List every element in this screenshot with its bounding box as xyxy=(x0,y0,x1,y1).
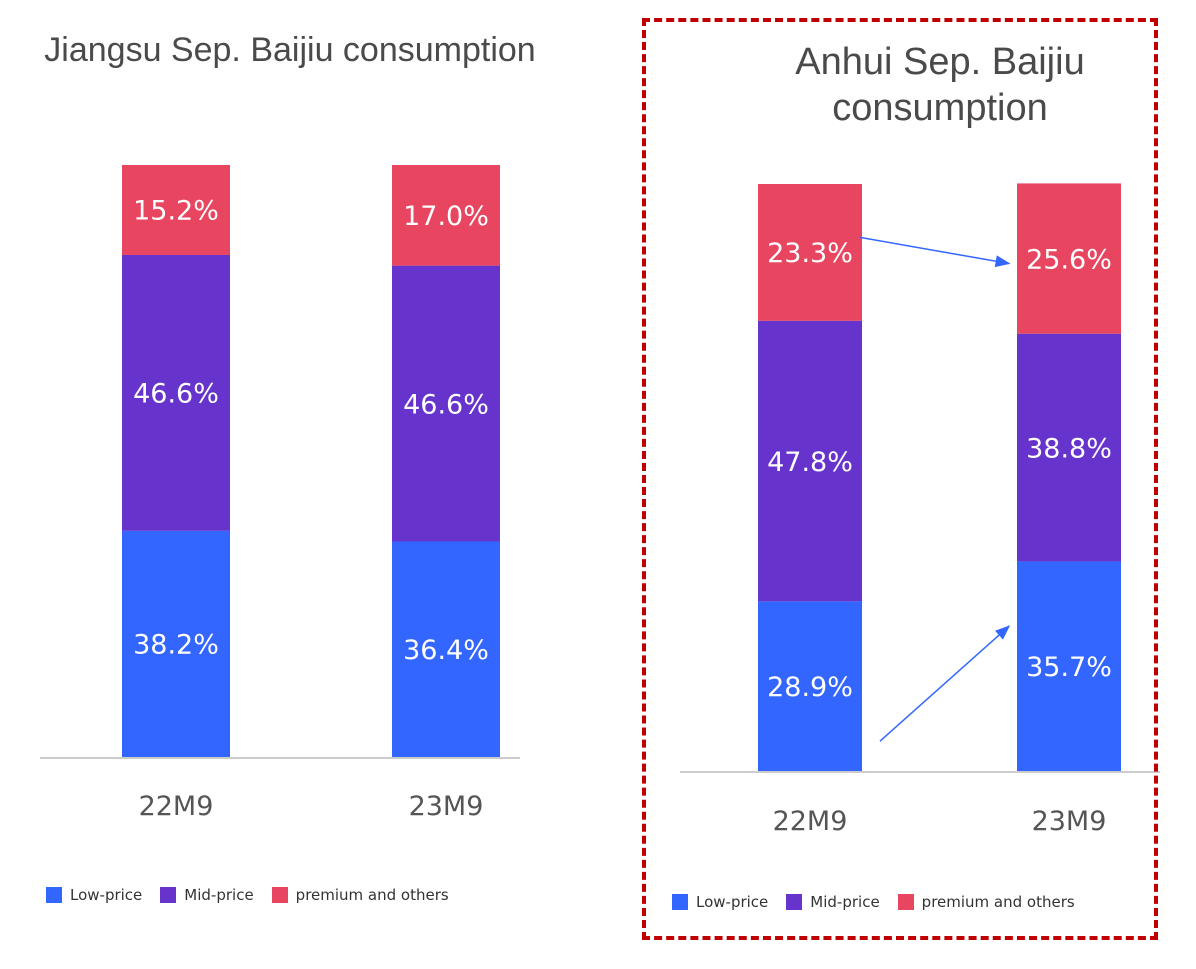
legend-label-mid-price: Mid-price xyxy=(810,893,880,911)
legend-item-premium: premium and others xyxy=(271,886,449,904)
mid-price-swatch xyxy=(786,894,803,910)
legend-label-low-price: Low-price xyxy=(696,893,769,911)
data-label-premium-22m9: 15.2% xyxy=(133,196,219,227)
premium-swatch xyxy=(271,887,288,903)
data-label-low-price-22m9: 28.9% xyxy=(767,672,853,703)
bar-segment-mid-price-23m9 xyxy=(1017,333,1121,562)
mid-price-swatch xyxy=(160,887,177,903)
legend-item-low-price: Low-price xyxy=(672,893,768,911)
data-label-premium-23m9: 17.0% xyxy=(403,201,489,232)
low-price-swatch xyxy=(46,887,62,903)
bar-segment-low-price-23m9 xyxy=(1017,561,1121,771)
legend-item-low-price: Low-price xyxy=(46,886,142,904)
bar-segment-mid-price-22m9 xyxy=(758,320,862,602)
bar-segment-mid-price-22m9 xyxy=(122,254,230,531)
anhui-chart-title: Anhui Sep. Baijiu consumption xyxy=(795,41,1085,129)
bar-segment-premium-22m9 xyxy=(758,184,862,321)
data-label-low-price-23m9: 35.7% xyxy=(1026,652,1112,683)
legend-item-mid-price: Mid-price xyxy=(786,893,880,911)
bar-segment-low-price-22m9 xyxy=(122,530,230,757)
bar-segment-premium-22m9 xyxy=(122,165,230,255)
x-tick-label-22m9: 22M9 xyxy=(139,791,214,822)
data-label-mid-price-23m9: 38.8% xyxy=(1026,433,1112,464)
x-tick-label-23m9: 23M9 xyxy=(409,791,484,822)
data-label-low-price-22m9: 38.2% xyxy=(133,630,219,661)
jiangsu-legend: Low-price Mid-price premium and others xyxy=(46,886,467,904)
anhui-chart-plot: 28.9% 47.8% 23.3% 22M9 35.7% 38.8% 25.6% 23M9 xyxy=(680,183,1160,837)
low-price-swatch xyxy=(672,894,688,910)
data-label-mid-price-23m9: 46.6% xyxy=(403,389,489,420)
anhui-legend: Low-price Mid-price premium and others xyxy=(672,893,1093,911)
anhui-chart-panel: Anhui Sep. Baijiu consumption 28.9% 47.8%… xyxy=(600,0,1196,969)
legend-label-premium: premium and others xyxy=(921,893,1075,911)
jiangsu-chart-plot: 38.2% 46.6% 15.2% 22M9 36.4% 46.6% 17.0% 23M9 xyxy=(40,165,520,822)
bar-segment-mid-price-23m9 xyxy=(392,265,500,542)
jiangsu-chart-panel: Jiangsu Sep. Baijiu consumption 38.2% 46.… xyxy=(40,31,536,904)
x-tick-label-22m9: 22M9 xyxy=(773,806,848,837)
premium-swatch xyxy=(897,894,914,910)
arrow-low-price-increase xyxy=(879,625,1011,742)
data-label-low-price-23m9: 36.4% xyxy=(403,635,489,666)
legend-item-mid-price: Mid-price xyxy=(160,886,254,904)
highlight-box xyxy=(642,18,1158,940)
jiangsu-chart-title: Jiangsu Sep. Baijiu consumption xyxy=(44,31,536,69)
legend-label-premium: premium and others xyxy=(295,886,449,904)
bar-segment-premium-23m9 xyxy=(1017,183,1121,334)
data-label-premium-22m9: 23.3% xyxy=(767,238,853,269)
data-label-mid-price-22m9: 46.6% xyxy=(133,379,219,410)
legend-item-premium: premium and others xyxy=(897,893,1075,911)
legend-label-mid-price: Mid-price xyxy=(184,886,254,904)
x-tick-label-23m9: 23M9 xyxy=(1032,806,1107,837)
legend-label-low-price: Low-price xyxy=(70,886,143,904)
data-label-mid-price-22m9: 47.8% xyxy=(767,447,853,478)
data-label-premium-23m9: 25.6% xyxy=(1026,244,1112,275)
bar-segment-low-price-23m9 xyxy=(392,541,500,757)
bar-segment-low-price-22m9 xyxy=(758,601,862,771)
arrow-premium-increase xyxy=(859,236,1011,268)
bar-segment-premium-23m9 xyxy=(392,165,500,266)
